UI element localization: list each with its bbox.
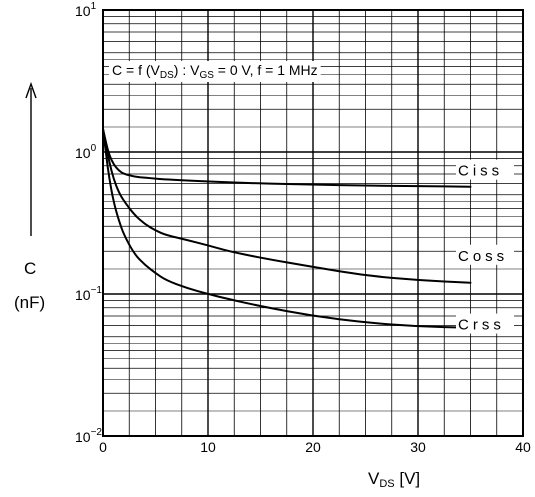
series-line-ciss [102, 128, 472, 188]
series-line-coss [102, 128, 472, 284]
y-axis-arrow [25, 81, 37, 236]
plot-frame [102, 9, 524, 437]
series-label-bg [456, 244, 514, 265]
y-tick-label: 100 [75, 143, 97, 161]
y-axis-label: C [24, 259, 36, 278]
series-line-crss [102, 128, 472, 329]
label-layer: 0 10 20 30 40 10−2 10−1 100 101 Ciss Coss Crss [75, 1, 531, 455]
series-label-crss: Crss [458, 317, 505, 334]
x-tick-label: 30 [410, 439, 426, 455]
series-label-bg [456, 159, 514, 180]
x-tick-label: 0 [99, 439, 107, 455]
annotation-bg [109, 61, 321, 82]
condition-annotation: C = f (VDS) : VGS = 0 V, f = 1 MHz [112, 62, 318, 81]
y-axis-unit: (nF) [14, 293, 45, 312]
x-tick-label: 40 [515, 439, 531, 455]
series-label-coss: Coss [458, 248, 508, 265]
x-tick-label: 20 [305, 439, 321, 455]
series-label-ciss: Ciss [458, 163, 503, 180]
y-tick-label: 10−1 [75, 285, 102, 303]
series-layer [102, 128, 472, 329]
y-tick-label: 10−2 [75, 427, 102, 445]
y-tick-label: 101 [75, 1, 97, 19]
x-axis-label: VDS [V] [368, 469, 420, 490]
series-label-bg [456, 313, 514, 334]
x-tick-label: 10 [200, 439, 216, 455]
